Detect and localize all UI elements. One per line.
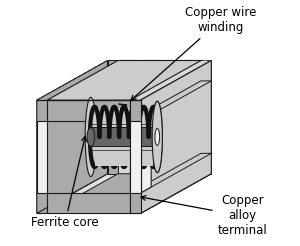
Ellipse shape — [87, 127, 94, 146]
Text: Copper
alloy
terminal: Copper alloy terminal — [141, 195, 267, 237]
Ellipse shape — [152, 101, 162, 173]
Polygon shape — [47, 61, 201, 100]
Ellipse shape — [152, 101, 162, 173]
Text: Ferrite core: Ferrite core — [31, 136, 99, 229]
Polygon shape — [130, 100, 141, 213]
Polygon shape — [37, 174, 211, 213]
Polygon shape — [124, 108, 134, 166]
Polygon shape — [130, 81, 211, 121]
Polygon shape — [37, 153, 118, 193]
Ellipse shape — [155, 128, 160, 145]
Polygon shape — [141, 61, 211, 213]
Ellipse shape — [154, 127, 160, 146]
Polygon shape — [104, 108, 114, 166]
Polygon shape — [47, 100, 130, 121]
Polygon shape — [141, 61, 211, 213]
Polygon shape — [130, 100, 141, 213]
Polygon shape — [37, 61, 107, 213]
Polygon shape — [37, 100, 47, 213]
Polygon shape — [141, 115, 151, 193]
Polygon shape — [107, 61, 118, 174]
Polygon shape — [134, 108, 144, 166]
Ellipse shape — [85, 97, 97, 177]
Polygon shape — [37, 81, 118, 121]
Polygon shape — [91, 127, 157, 146]
Polygon shape — [37, 121, 47, 193]
Polygon shape — [47, 193, 130, 213]
Polygon shape — [91, 124, 157, 150]
Polygon shape — [130, 121, 141, 193]
Polygon shape — [130, 153, 211, 193]
Polygon shape — [114, 108, 124, 166]
Polygon shape — [144, 108, 154, 166]
Polygon shape — [94, 108, 104, 166]
Polygon shape — [47, 174, 201, 213]
Polygon shape — [107, 61, 211, 174]
Polygon shape — [130, 121, 141, 193]
Text: Copper wire
winding: Copper wire winding — [131, 6, 256, 100]
